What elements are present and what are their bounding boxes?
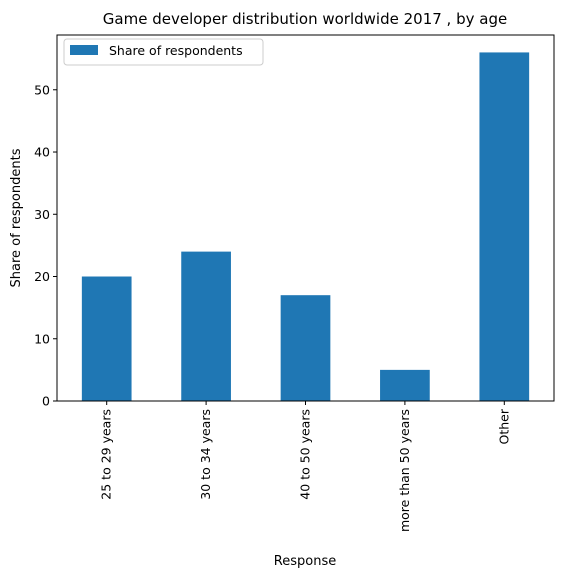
y-tick-label: 0	[42, 394, 50, 409]
bar-5	[479, 52, 530, 402]
bars-group	[81, 52, 530, 402]
y-tick-label: 10	[34, 331, 50, 346]
legend: Share of respondents	[63, 38, 264, 66]
chart-title: Game developer distribution worldwide 20…	[103, 10, 507, 28]
x-tick-label: 40 to 50 years	[298, 409, 313, 500]
bar-4	[380, 369, 430, 401]
x-tick-label: 30 to 34 years	[198, 409, 213, 500]
bar-1	[81, 276, 132, 401]
legend-label: Share of respondents	[109, 43, 243, 58]
y-tick-label: 40	[34, 145, 50, 160]
y-axis-ticks: 0 10 20 30 40 50	[34, 82, 57, 409]
legend-frame	[63, 38, 264, 66]
bar-2	[181, 251, 231, 401]
x-tick-label: more than 50 years	[397, 409, 412, 532]
y-axis-label: Share of respondents	[9, 148, 24, 287]
plot-frame	[56, 34, 555, 402]
x-tick-label: 25 to 29 years	[99, 409, 114, 500]
bar-3	[280, 295, 331, 401]
x-axis-label: Response	[274, 554, 336, 569]
y-tick-label: 30	[34, 207, 50, 222]
legend-swatch	[70, 45, 98, 55]
x-axis-ticks: 25 to 29 years 30 to 34 years 40 to 50 yea…	[99, 401, 511, 532]
x-tick-label: Other	[496, 408, 511, 444]
y-tick-label: 50	[34, 82, 50, 97]
y-tick-label: 20	[34, 269, 50, 284]
